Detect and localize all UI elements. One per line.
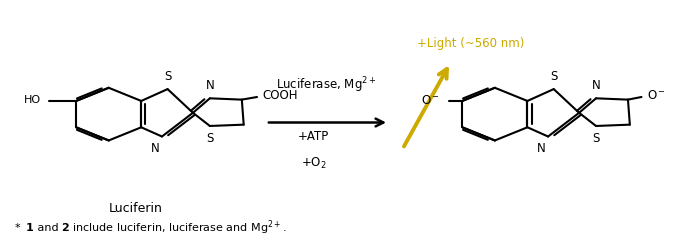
Text: HO: HO xyxy=(23,95,41,105)
Text: O$^-$: O$^-$ xyxy=(422,94,440,107)
Text: +Light (~560 nm): +Light (~560 nm) xyxy=(418,37,524,50)
Text: N: N xyxy=(151,143,159,156)
Text: COOH: COOH xyxy=(263,89,298,102)
Text: and: and xyxy=(34,223,61,233)
Text: +ATP: +ATP xyxy=(298,130,329,143)
Text: 1: 1 xyxy=(25,223,33,233)
Text: N: N xyxy=(592,79,600,92)
Text: Luciferin: Luciferin xyxy=(109,202,163,215)
Text: *: * xyxy=(15,223,24,233)
Text: N: N xyxy=(205,79,214,92)
Text: S: S xyxy=(206,132,214,145)
Text: Luciferase, Mg$^{2+}$: Luciferase, Mg$^{2+}$ xyxy=(276,76,376,95)
Text: S: S xyxy=(593,132,599,145)
Text: N: N xyxy=(537,143,546,156)
Text: include luciferin, luciferase and Mg$^{2+}$.: include luciferin, luciferase and Mg$^{2… xyxy=(69,219,287,237)
Text: S: S xyxy=(164,70,172,83)
Text: O$^-$: O$^-$ xyxy=(647,89,666,102)
Text: +O$_2$: +O$_2$ xyxy=(301,156,327,171)
Text: S: S xyxy=(550,70,557,83)
Text: 2: 2 xyxy=(61,223,69,233)
